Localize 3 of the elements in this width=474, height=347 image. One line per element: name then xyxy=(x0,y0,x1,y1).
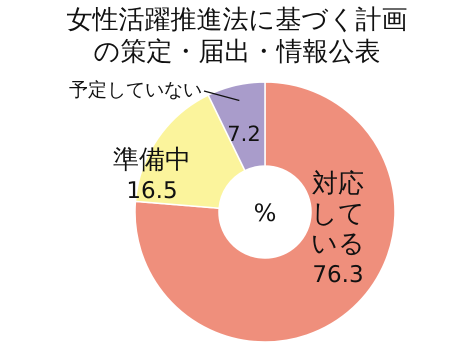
annotation: % xyxy=(254,199,276,227)
title: 女性活躍推進法に基づく計画 xyxy=(66,5,408,35)
title: の策定・届出・情報公表 xyxy=(94,37,380,67)
